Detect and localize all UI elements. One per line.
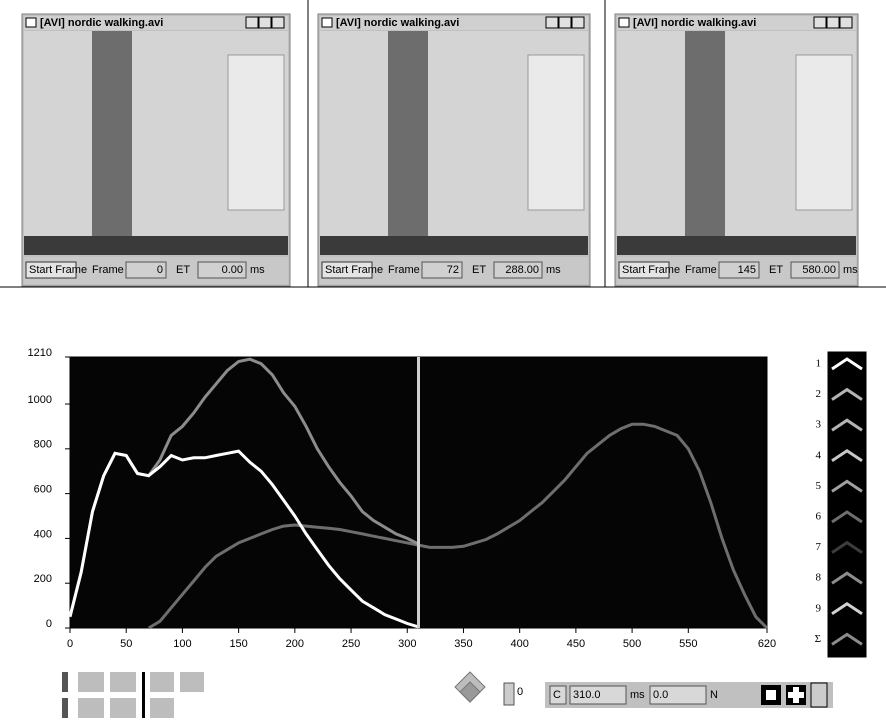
legend-label: Σ bbox=[815, 633, 821, 645]
time-unit: ms bbox=[630, 689, 645, 701]
window-title: [AVI] nordic walking.avi bbox=[336, 17, 459, 29]
legend-label: 4 bbox=[816, 449, 822, 461]
icon[interactable] bbox=[150, 698, 174, 718]
window-title: [AVI] nordic walking.avi bbox=[633, 17, 756, 29]
legend-label: 3 bbox=[816, 419, 822, 431]
legend-label: 9 bbox=[816, 602, 822, 614]
et-label: ET bbox=[472, 264, 486, 276]
y-tick-label: 0 bbox=[46, 618, 52, 630]
legend-label: 5 bbox=[816, 480, 822, 492]
frame-value: 0 bbox=[157, 264, 163, 276]
frame-label: Frame bbox=[92, 264, 124, 276]
icon[interactable] bbox=[110, 672, 136, 692]
start-frame-label: Start Frame bbox=[325, 264, 383, 276]
start-frame-label: Start Frame bbox=[622, 264, 680, 276]
x-tick-label: 200 bbox=[286, 638, 304, 650]
x-tick-label: 620 bbox=[758, 638, 776, 650]
x-tick-label: 450 bbox=[567, 638, 585, 650]
legend-label: 6 bbox=[816, 511, 822, 523]
window-button[interactable] bbox=[246, 17, 258, 28]
window-button[interactable] bbox=[572, 17, 584, 28]
x-tick-label: 100 bbox=[173, 638, 191, 650]
screen: [AVI] nordic walking.avi Start Frame Frame… bbox=[0, 0, 886, 722]
frame-label: Frame bbox=[388, 264, 420, 276]
video-door bbox=[92, 31, 132, 236]
et-label: ET bbox=[176, 264, 190, 276]
x-tick-label: 500 bbox=[623, 638, 641, 650]
x-tick-label: 300 bbox=[398, 638, 416, 650]
x-tick-label: 50 bbox=[120, 638, 132, 650]
icon[interactable] bbox=[110, 698, 136, 718]
et-unit: ms bbox=[250, 264, 265, 276]
time: 310.0 bbox=[573, 689, 601, 701]
divider bbox=[142, 672, 145, 718]
icon[interactable] bbox=[62, 672, 68, 692]
icon bbox=[788, 692, 804, 698]
icon bbox=[766, 690, 776, 700]
frame-label: Frame bbox=[685, 264, 717, 276]
x-tick-label: 0 bbox=[67, 638, 73, 650]
spinner[interactable] bbox=[504, 683, 514, 705]
legend-label: 2 bbox=[816, 388, 822, 400]
window-button[interactable] bbox=[546, 17, 558, 28]
video-door bbox=[685, 31, 725, 236]
force-unit: N bbox=[710, 689, 718, 701]
x-tick-label: 250 bbox=[342, 638, 360, 650]
window-button[interactable] bbox=[259, 17, 271, 28]
video-door bbox=[388, 31, 428, 236]
et-value: 580.00 bbox=[802, 264, 836, 276]
et-label: ET bbox=[769, 264, 783, 276]
spin-value: 0 bbox=[517, 686, 523, 698]
frame-value: 72 bbox=[447, 264, 459, 276]
et-value: 288.00 bbox=[505, 264, 539, 276]
start-frame-label: Start Frame bbox=[29, 264, 87, 276]
toolbar-left bbox=[62, 672, 204, 718]
window-button[interactable] bbox=[814, 17, 826, 28]
window-button[interactable] bbox=[559, 17, 571, 28]
y-tick-label: 1000 bbox=[28, 394, 52, 406]
video-floor bbox=[320, 236, 588, 255]
video-floor bbox=[617, 236, 856, 255]
window-icon bbox=[26, 18, 36, 27]
icon[interactable] bbox=[78, 672, 104, 692]
icon[interactable] bbox=[62, 698, 68, 718]
legend-label: 8 bbox=[816, 572, 822, 584]
icon[interactable] bbox=[811, 683, 827, 707]
window-title: [AVI] nordic walking.avi bbox=[40, 17, 163, 29]
y-tick-label: 1210 bbox=[28, 347, 52, 359]
icon[interactable] bbox=[78, 698, 104, 718]
navigator[interactable] bbox=[455, 672, 485, 702]
legend-label: 7 bbox=[816, 541, 822, 553]
y-tick-label: 800 bbox=[34, 439, 52, 451]
x-tick-label: 400 bbox=[510, 638, 528, 650]
video-radiator bbox=[528, 55, 584, 210]
icon[interactable] bbox=[180, 672, 204, 692]
y-tick-label: 200 bbox=[34, 573, 52, 585]
y-tick-label: 400 bbox=[34, 528, 52, 540]
x-tick-label: 550 bbox=[679, 638, 697, 650]
window-button[interactable] bbox=[840, 17, 852, 28]
et-unit: ms bbox=[843, 264, 858, 276]
window-icon bbox=[619, 18, 629, 27]
icon[interactable] bbox=[150, 672, 174, 692]
video-floor bbox=[24, 236, 288, 255]
video-radiator bbox=[228, 55, 284, 210]
x-tick-label: 150 bbox=[229, 638, 247, 650]
et-unit: ms bbox=[546, 264, 561, 276]
x-tick-label: 350 bbox=[454, 638, 472, 650]
window-button[interactable] bbox=[827, 17, 839, 28]
et-value: 0.00 bbox=[222, 264, 243, 276]
frame-value: 145 bbox=[738, 264, 756, 276]
window-icon bbox=[322, 18, 332, 27]
channel: C bbox=[553, 689, 561, 701]
y-tick-label: 600 bbox=[34, 484, 52, 496]
window-button[interactable] bbox=[272, 17, 284, 28]
force: 0.0 bbox=[653, 689, 668, 701]
video-radiator bbox=[796, 55, 852, 210]
legend-label: 1 bbox=[816, 358, 822, 370]
